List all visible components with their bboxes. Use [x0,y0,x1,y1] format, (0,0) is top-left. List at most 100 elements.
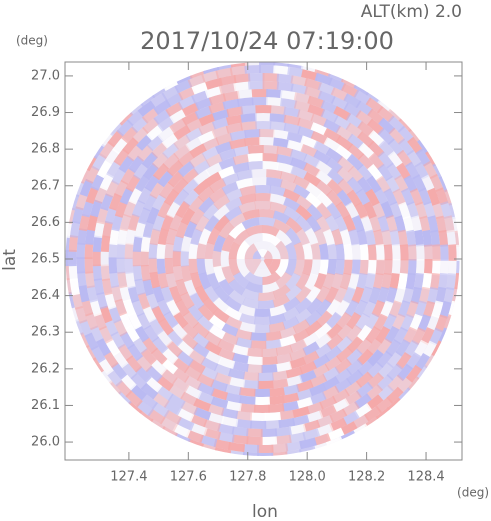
echo-cell [215,67,233,79]
echo-cell [84,332,99,351]
echo-cell [346,336,364,354]
echo-cell [357,121,375,138]
echo-cell [322,228,336,246]
echo-cell [457,201,460,220]
echo-cell [407,244,417,261]
echo-cell [183,220,198,239]
echo-cell [333,286,348,304]
echo-cell [304,310,322,327]
echo-cell [385,175,401,194]
echo-cell [147,408,166,425]
echo-cell [132,250,141,267]
echo-cell [290,165,308,180]
echo-cell [68,235,78,252]
echo-cell [253,388,271,397]
echo-cell [347,143,365,160]
echo-cell [266,97,283,107]
echo-cell [213,265,226,283]
echo-cell [339,229,352,246]
echo-cell [331,273,344,291]
echo-cell [392,188,407,207]
echo-cell [240,113,257,123]
echo-cell [426,136,443,155]
echo-cell [377,215,390,233]
echo-cell [314,343,332,359]
echo-cell [181,111,200,126]
echo-cell [111,214,123,232]
echo-cell [257,444,274,453]
echo-cell [262,271,281,286]
echo-cell [397,272,408,290]
echo-cell [153,99,172,115]
echo-cell [109,271,120,289]
echo-cell [431,300,444,319]
echo-cell [293,241,305,260]
echo-cell [112,350,129,369]
echo-cell [78,285,90,303]
echo-cell [137,186,152,205]
echo-cell [142,305,157,323]
echo-cell [262,144,279,154]
echo-cell [324,355,342,371]
echo-cell [269,113,287,123]
echo-cell [99,305,113,324]
echo-cell [365,97,384,114]
echo-cell [199,451,218,456]
echo-cell [89,299,102,317]
echo-cell [163,188,180,206]
echo-cell [306,204,323,221]
echo-cell [290,83,308,95]
echo-cell [387,151,404,169]
echo-cell [182,178,200,195]
echo-cell [160,285,174,303]
echo-cell [189,414,208,428]
echo-cell [169,117,187,134]
echo-cell [257,380,274,389]
echo-cell [326,202,342,220]
echo-cell [405,300,419,319]
echo-cell [335,335,353,353]
echo-cell [317,90,336,104]
echo-cell [432,244,441,261]
echo-cell [242,460,259,469]
echo-cell [325,311,342,329]
echo-cell [353,299,368,317]
echo-cell [184,384,202,400]
echo-cell [104,206,117,225]
echo-cell [167,393,186,409]
echo-cell [375,416,394,433]
echo-cell [189,207,205,226]
echo-cell [140,393,158,410]
echo-cell [269,121,287,131]
echo-cell [351,243,361,260]
echo-cell [132,264,143,282]
echo-cell [182,167,199,184]
echo-cell [125,355,143,373]
echo-cell [236,169,253,181]
echo-cell [180,391,199,407]
echo-cell [365,78,384,94]
echo-cell [295,204,313,221]
echo-cell [122,137,139,155]
echo-cell [166,200,181,219]
echo-cell [227,442,245,453]
echo-cell [464,259,473,276]
echo-cell [96,160,112,179]
echo-cell [65,249,69,267]
echo-cell [213,194,231,210]
echo-cell [333,106,352,121]
echo-cell [152,285,165,303]
echo-cell [81,298,94,317]
echo-cell [244,258,258,275]
echo-cell [315,179,333,196]
echo-cell [336,346,354,363]
echo-cell [183,189,200,207]
echo-cell [246,436,263,446]
echo-cell [127,285,140,303]
echo-cell [409,114,426,132]
echo-cell [141,107,160,124]
echo-cell [324,214,339,233]
echo-cell [105,107,123,125]
echo-cell [146,292,159,310]
